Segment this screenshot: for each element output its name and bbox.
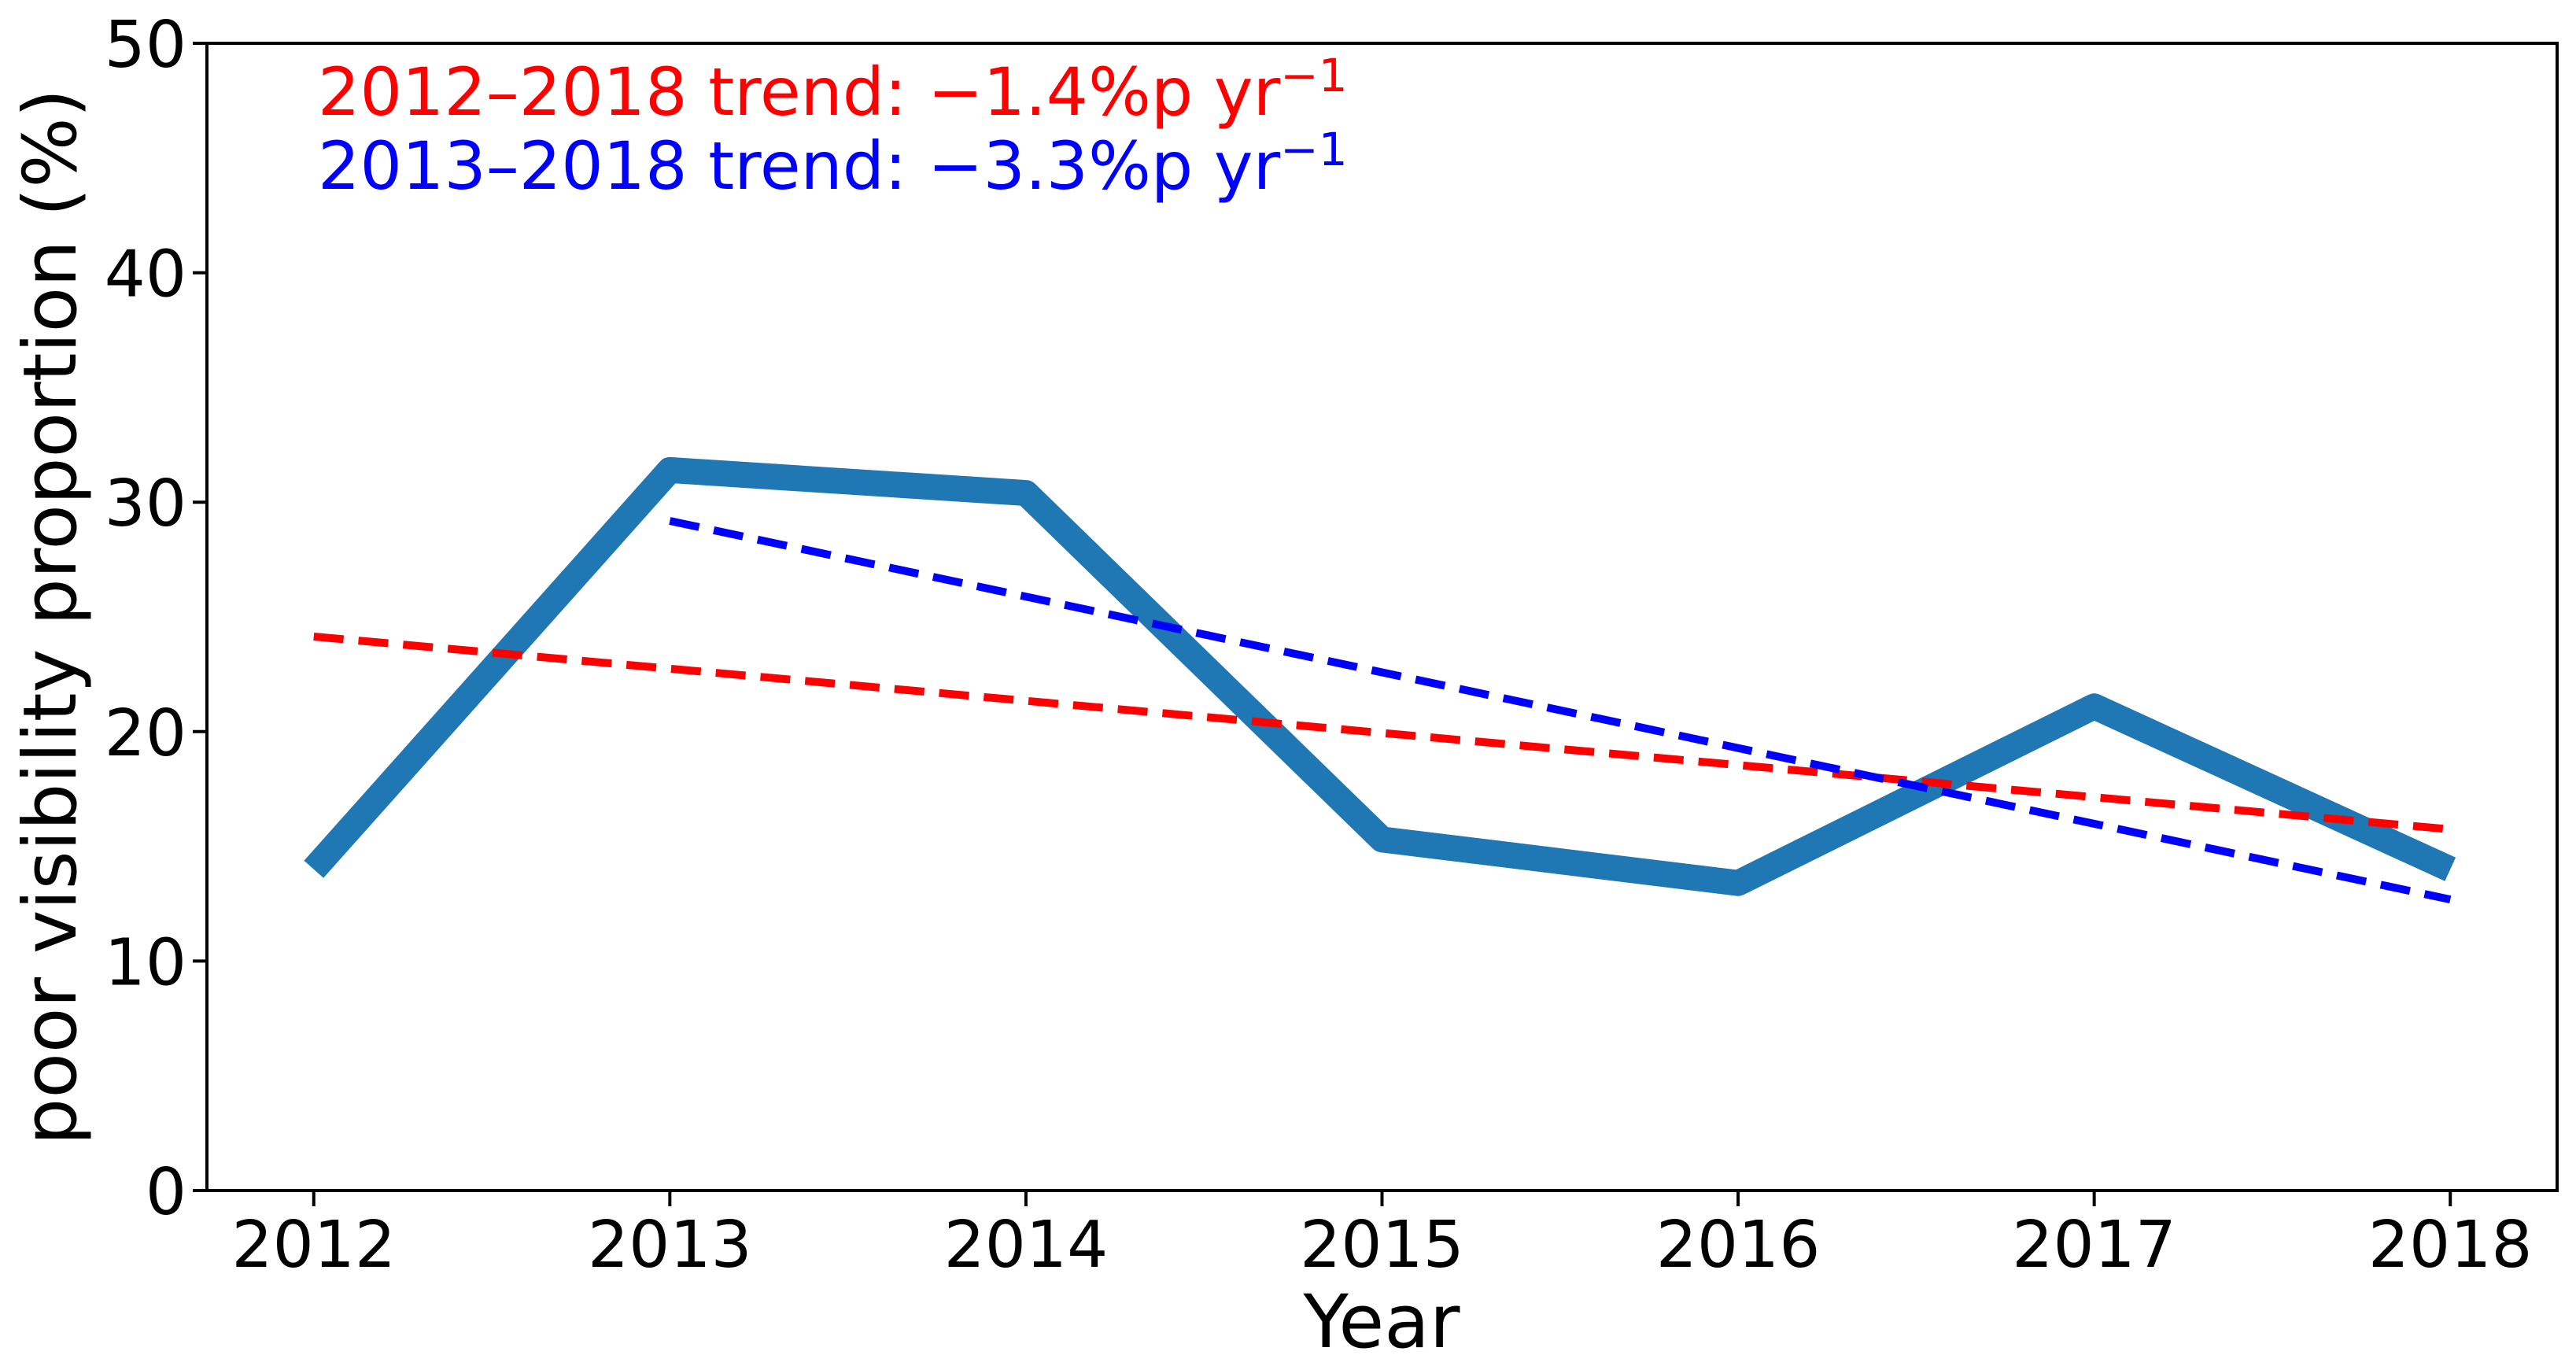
- trend-annotation-2013-2018: 2013–2018 trend: −3.3%p yr−1: [318, 123, 1348, 205]
- trend-annotation-2013-2018-text: 2013–2018 trend: −3.3%p yr: [318, 127, 1281, 205]
- data-line: [304, 456, 2456, 896]
- trend-annotation-2012-2018-text: 2012–2018 trend: −1.4%p yr: [318, 54, 1281, 131]
- y-tick-label-0: 0: [146, 1155, 186, 1230]
- trend-annotation-2012-2018-superscript: −1: [1280, 49, 1348, 102]
- x-tick-label-2017: 2017: [2012, 1208, 2176, 1283]
- x-tick-label-2015: 2015: [1300, 1208, 1464, 1283]
- plot-area: 2012 2013 2014 2015 2016 2017 2018 0 10 20 30 40 50: [105, 8, 2559, 1283]
- x-tick-label-2018: 2018: [2368, 1208, 2533, 1283]
- y-tick-label-50: 50: [105, 8, 186, 83]
- trend-line-2013-2018: [669, 517, 2452, 904]
- y-axis-label: poor visibility proportion (%): [8, 89, 94, 1146]
- y-tick-label-10: 10: [105, 925, 186, 1000]
- y-tick-label-40: 40: [105, 238, 186, 312]
- trend-annotation-2013-2018-superscript: −1: [1280, 123, 1348, 176]
- y-tick-label-20: 20: [105, 696, 186, 771]
- y-tick-label-30: 30: [105, 467, 186, 541]
- x-tick-label-2012: 2012: [231, 1208, 396, 1283]
- x-tick-label-2016: 2016: [1656, 1208, 1821, 1283]
- axes-spines: [205, 42, 2559, 1192]
- x-tick-label-2013: 2013: [588, 1208, 752, 1283]
- x-tick-label-2014: 2014: [944, 1208, 1109, 1283]
- trend-annotation-2012-2018: 2012–2018 trend: −1.4%p yr−1: [318, 49, 1348, 131]
- x-axis-label: Year: [1302, 1279, 1460, 1365]
